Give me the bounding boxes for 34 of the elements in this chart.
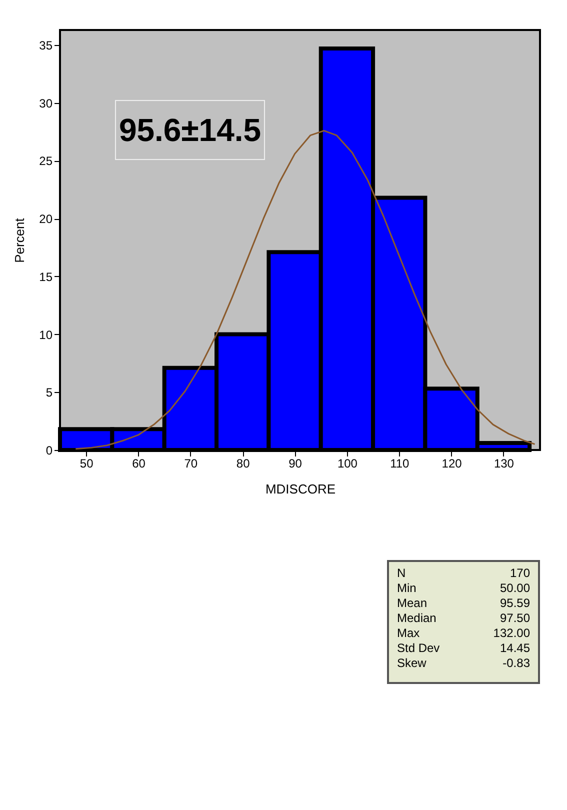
x-axis-title: MDISCORE bbox=[265, 482, 336, 496]
y-tick-label: 5 bbox=[46, 386, 53, 400]
text: Std Dev bbox=[397, 641, 441, 656]
y-tick-label: 10 bbox=[39, 328, 53, 342]
text: Median bbox=[397, 611, 438, 626]
x-tick-label: 70 bbox=[184, 456, 198, 470]
y-tick-label: 0 bbox=[46, 444, 53, 458]
y-tick-label: 25 bbox=[39, 154, 53, 168]
annotation: 95.6±14.5 bbox=[115, 100, 265, 160]
text: 95.59 bbox=[498, 596, 530, 611]
y-tick-label: 30 bbox=[39, 96, 53, 110]
text: Skew bbox=[397, 656, 428, 671]
x-tick-label: 60 bbox=[132, 456, 146, 470]
x-tick-label: 110 bbox=[390, 456, 410, 470]
y-tick-label: 35 bbox=[39, 38, 53, 53]
y-tick-label: 20 bbox=[39, 212, 53, 226]
text: 14.45 bbox=[498, 641, 530, 656]
text: Min bbox=[397, 581, 418, 596]
text: -0.83 bbox=[502, 656, 530, 671]
text: Max bbox=[397, 626, 421, 641]
x-tick-label: 100 bbox=[337, 456, 358, 470]
y-axis-title: Percent bbox=[12, 218, 28, 263]
x-tick-label: 130 bbox=[494, 456, 514, 470]
x-tick-label: 90 bbox=[288, 456, 302, 470]
x-tick-label: 50 bbox=[80, 456, 94, 470]
text: 132.00 bbox=[492, 626, 530, 641]
y-tick-label: 15 bbox=[39, 270, 53, 284]
x-tick-label: 80 bbox=[236, 456, 250, 470]
text: Mean bbox=[397, 596, 428, 611]
text: 50.00 bbox=[498, 581, 530, 596]
text: N bbox=[397, 566, 407, 581]
text: 97.50 bbox=[498, 611, 530, 626]
x-tick-label: 120 bbox=[442, 456, 462, 470]
text: 170 bbox=[508, 566, 530, 581]
